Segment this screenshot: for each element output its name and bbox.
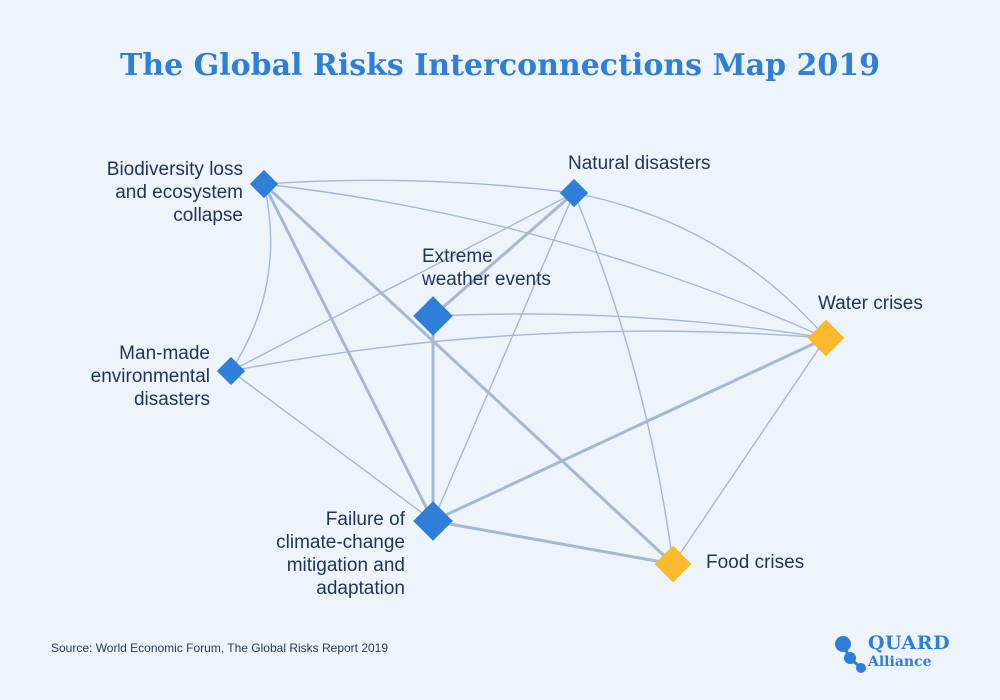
label-natural-disasters: Natural disasters bbox=[568, 153, 711, 174]
quard-logo-icon bbox=[835, 636, 866, 673]
edge-extreme-natural bbox=[432, 191, 575, 318]
edge-manmade-failure bbox=[230, 370, 434, 522]
edge-biodiversity-manmade bbox=[230, 183, 272, 372]
edge-manmade-water bbox=[230, 330, 827, 372]
node-natural bbox=[559, 178, 589, 208]
edge-natural-food bbox=[573, 192, 674, 565]
label-man-made: Man-made environmental disasters bbox=[90, 343, 210, 410]
edge-natural-water bbox=[573, 192, 827, 339]
edge-biodiversity-natural bbox=[263, 179, 575, 194]
edge-failure-water bbox=[432, 336, 827, 523]
edge-biodiversity-failure bbox=[262, 183, 435, 522]
label-water-crises: Water crises bbox=[818, 293, 923, 314]
label-extreme-weather: Extreme weather events bbox=[422, 246, 551, 290]
label-failure-climate: Failure of climate-change mitigation and… bbox=[276, 509, 405, 599]
edge-biodiversity-water bbox=[263, 183, 827, 339]
page-title: The Global Risks Interconnections Map 20… bbox=[119, 48, 881, 83]
edge-manmade-natural bbox=[230, 192, 575, 372]
label-biodiversity: Biodiversity loss and ecosystem collapse bbox=[106, 159, 243, 226]
edge-layer bbox=[230, 179, 827, 566]
node-failure bbox=[413, 501, 453, 541]
node-water bbox=[807, 319, 845, 357]
node-extreme bbox=[413, 296, 453, 336]
source-note: Source: World Economic Forum, The Global… bbox=[51, 641, 389, 655]
node-manmade bbox=[216, 356, 246, 386]
node-food bbox=[654, 545, 692, 583]
logo-name: QUARD bbox=[868, 632, 951, 654]
edge-extreme-water bbox=[432, 313, 827, 339]
logo-sub: Alliance bbox=[868, 654, 932, 670]
edge-failure-food bbox=[432, 519, 674, 566]
edge-biodiversity-food bbox=[262, 182, 675, 566]
node-layer bbox=[216, 169, 845, 583]
label-food-crises: Food crises bbox=[706, 552, 805, 573]
edge-water-food bbox=[672, 337, 827, 565]
edge-natural-failure bbox=[432, 192, 575, 522]
